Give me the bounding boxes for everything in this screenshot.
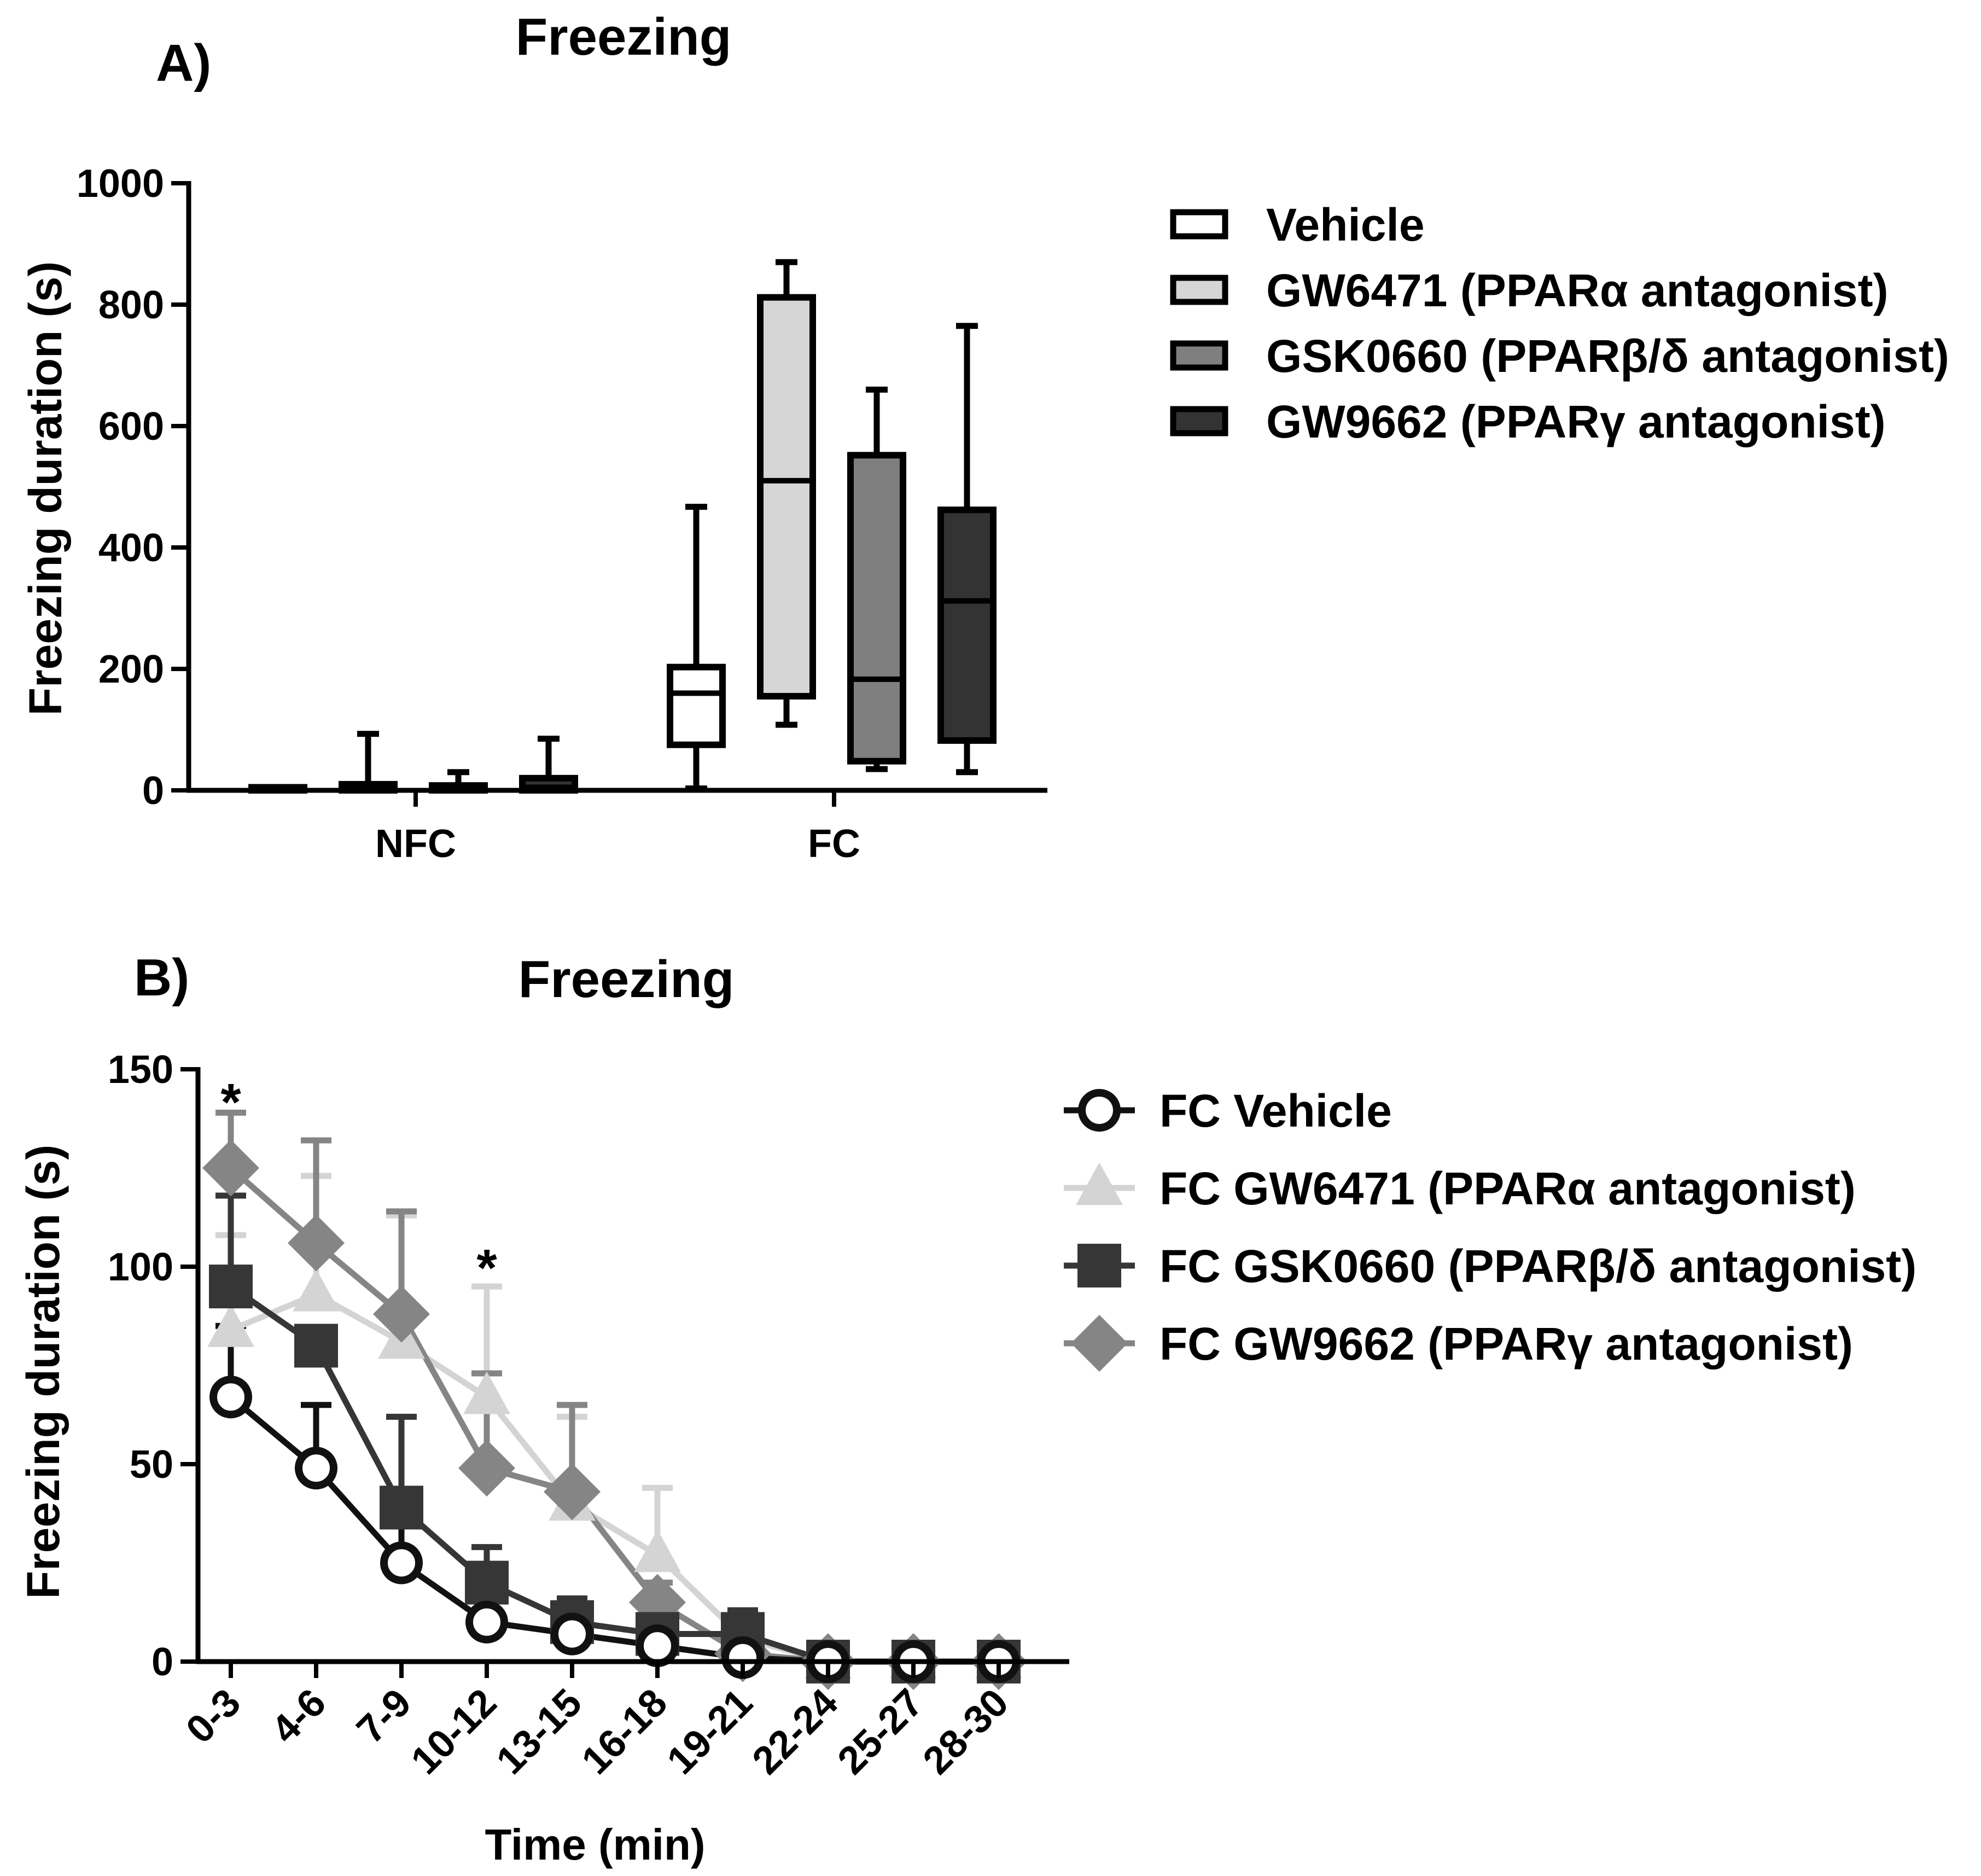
point-1-3: [463, 1371, 510, 1414]
panel-b-y-tick-label: 50: [130, 1443, 173, 1487]
point-2-1: [294, 1324, 338, 1368]
legend-marker-1: [1076, 1162, 1123, 1205]
point-2-3: [465, 1560, 509, 1605]
point-3-2: [373, 1285, 430, 1343]
box-3-1: [937, 323, 997, 776]
panel-b-legend: FC Vehicle FC GW6471 (PPARα antagonist) FC…: [1064, 1085, 1916, 1372]
legend-marker-0: [1078, 1089, 1121, 1132]
panel-b-annotations: **: [220, 1073, 497, 1297]
panel-a-title: Freezing: [516, 8, 732, 66]
legend-label-2: FC GSK0660 (PPARβ/δ antagonist): [1160, 1240, 1916, 1292]
legend-label-2: GSK0660 (PPARβ/δ antagonist): [1266, 330, 1949, 382]
significance-star: *: [476, 1239, 497, 1297]
panel-b-y-tick-label: 100: [108, 1245, 173, 1289]
box-iqr: [667, 663, 726, 748]
legend-marker-2: [1077, 1244, 1121, 1287]
point-3-3: [458, 1440, 515, 1497]
panel-a-y-tick-label: 1000: [77, 162, 164, 206]
panel-b-y-tick-label: 150: [108, 1048, 173, 1092]
significance-star: *: [220, 1073, 241, 1132]
point-2-2: [380, 1485, 423, 1530]
panel-b-label: B): [134, 948, 189, 1007]
legend-label-0: FC Vehicle: [1160, 1085, 1392, 1137]
panel-b-title: Freezing: [518, 950, 735, 1009]
point-0-2: [380, 1541, 423, 1584]
panel-b-x-axis-label: Time (min): [485, 1820, 705, 1869]
point-0-5: [636, 1624, 679, 1668]
panel-a-y-tick-label: 200: [98, 648, 164, 691]
point-0-4: [551, 1612, 593, 1656]
panel-a-y-tick-label: 400: [98, 526, 164, 570]
legend-marker-3: [1071, 1315, 1128, 1372]
legend-swatch-3: [1170, 406, 1228, 436]
panel-a-y-tick-label: 0: [142, 769, 164, 813]
point-1-0: [207, 1304, 254, 1347]
panel-a-y-tick-label: 800: [98, 283, 164, 327]
panel-a-category-label: FC: [808, 822, 860, 866]
legend-label-1: GW6471 (PPARα antagonist): [1266, 265, 1889, 316]
point-0-0: [209, 1376, 252, 1419]
legend-label-1: FC GW6471 (PPARα antagonist): [1160, 1163, 1856, 1214]
point-3-0: [202, 1139, 259, 1197]
panel-a-y-axis: 0 200 400 600 800 1000: [77, 162, 191, 813]
panel-b-y-axis: 0 50 100 150: [108, 1048, 201, 1684]
legend-swatch-2: [1170, 340, 1228, 371]
point-0-3: [465, 1600, 508, 1644]
panel-a-label: A): [156, 34, 211, 92]
point-3-1: [288, 1214, 345, 1272]
point-2-0: [209, 1265, 253, 1309]
panel-a-boxes: [248, 259, 997, 794]
box-1-1: [757, 259, 816, 728]
panel-a-x-axis: NFC FC: [187, 788, 1047, 866]
box-iqr: [757, 294, 816, 700]
panel-a-category-label: NFC: [375, 822, 456, 866]
panel-a-y-axis-label: Freezing duration (s): [20, 261, 71, 716]
panel-a-legend: Vehicle GW6471 (PPARα antagonist) GSK0660 …: [1170, 199, 1949, 447]
legend-label-3: GW9662 (PPARγ antagonist): [1266, 396, 1886, 447]
point-3-4: [544, 1463, 601, 1520]
panel-b-line-chart: B) Freezing Freezing duration (s) Time (…: [18, 948, 1916, 1869]
box-2-1: [847, 386, 906, 772]
panel-a-y-tick-label: 600: [98, 405, 164, 448]
box-iqr: [937, 506, 997, 744]
legend-swatch-0: [1170, 209, 1228, 240]
point-1-1: [293, 1268, 340, 1312]
point-1-5: [634, 1529, 681, 1572]
box-iqr: [847, 452, 906, 765]
point-0-1: [295, 1447, 337, 1490]
legend-label-0: Vehicle: [1266, 199, 1425, 250]
legend-label-3: FC GW9662 (PPARγ antagonist): [1160, 1318, 1853, 1370]
panel-a-box-chart: A) Freezing Freezing duration (s) 0 200 40…: [20, 8, 1949, 866]
legend-swatch-1: [1170, 275, 1228, 305]
panel-b-y-tick-label: 0: [152, 1640, 173, 1684]
panel-b-y-axis-label: Freezing duration (s): [18, 1145, 69, 1599]
